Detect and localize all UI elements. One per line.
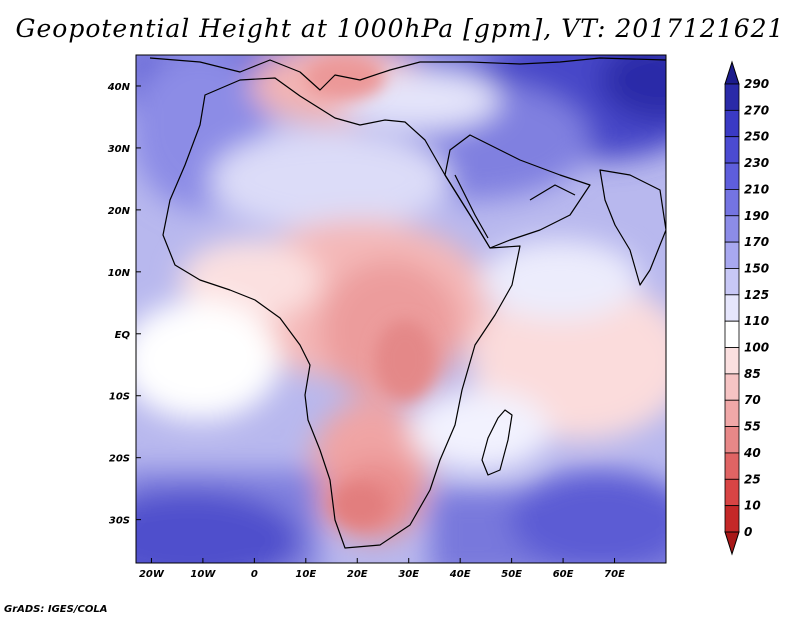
colorbar-label: 55 bbox=[744, 420, 761, 434]
lon-label: 0 bbox=[251, 569, 258, 580]
madagascar-outline bbox=[481, 409, 513, 476]
colorbar-label: 270 bbox=[744, 103, 769, 117]
colorbar-label: 10 bbox=[744, 499, 761, 513]
height-field bbox=[136, 55, 666, 563]
colorbar-swatch bbox=[724, 294, 740, 322]
lon-label: 70E bbox=[604, 569, 625, 580]
arabia-outline bbox=[444, 134, 591, 249]
colorbar-swatch bbox=[724, 347, 740, 375]
colorbar-label: 40 bbox=[743, 446, 761, 460]
lat-label: 30N bbox=[108, 144, 131, 155]
colorbar-label: 290 bbox=[744, 77, 769, 91]
lon-label: 20E bbox=[347, 569, 368, 580]
lat-label: 10N bbox=[108, 268, 131, 279]
colorbar-swatch bbox=[724, 109, 740, 138]
colorbar-label: 70 bbox=[744, 393, 761, 407]
chart-title: Geopotential Height at 1000hPa [gpm], VT… bbox=[15, 14, 785, 43]
colorbar-bottom-triangle bbox=[724, 531, 740, 556]
map-frame bbox=[135, 54, 667, 564]
coastlines bbox=[149, 57, 666, 549]
colorbar-label: 85 bbox=[744, 367, 761, 381]
colorbar-swatch bbox=[724, 268, 740, 296]
grads-credit: GrADS: IGES/COLA bbox=[4, 604, 108, 615]
lon-label: 60E bbox=[553, 569, 574, 580]
lat-label: 40N bbox=[107, 82, 131, 93]
colorbar-label: 0 bbox=[744, 525, 752, 539]
india-outline bbox=[599, 169, 666, 286]
colorbar-swatch bbox=[724, 162, 740, 190]
colorbar-swatch bbox=[724, 189, 740, 217]
colorbar-swatch bbox=[724, 320, 740, 348]
lat-label: 30S bbox=[109, 516, 130, 527]
colorbar-label: 170 bbox=[744, 235, 769, 249]
colorbar-label: 190 bbox=[744, 209, 769, 223]
colorbar-swatch bbox=[724, 215, 740, 243]
colorbar-label: 210 bbox=[744, 182, 769, 196]
colorbar: 2902702502302101901701501251101008570554… bbox=[724, 60, 769, 556]
colorbar-label: 125 bbox=[744, 288, 769, 302]
colorbar-label: 100 bbox=[744, 341, 769, 355]
latitude-labels: 40N 30N 20N 10N EQ 10S 20S 30S bbox=[107, 82, 141, 527]
colorbar-label: 110 bbox=[744, 314, 769, 328]
lat-label: 10S bbox=[109, 392, 130, 403]
colorbar-label: 25 bbox=[744, 472, 761, 486]
lon-label: 10E bbox=[295, 569, 316, 580]
colorbar-label: 230 bbox=[744, 156, 769, 170]
lon-label: 30E bbox=[398, 569, 419, 580]
colorbar-swatch bbox=[724, 505, 740, 533]
colorbar-swatch bbox=[724, 399, 740, 427]
lat-label: EQ bbox=[115, 330, 131, 341]
africa-outline bbox=[162, 77, 521, 549]
colorbar-swatch bbox=[724, 136, 740, 164]
colorbar-swatch bbox=[724, 373, 740, 401]
europe-outline bbox=[149, 57, 666, 91]
lon-label: 20W bbox=[139, 569, 165, 580]
colorbar-top-triangle bbox=[724, 60, 740, 85]
colorbar-swatch bbox=[724, 452, 740, 480]
lat-label: 20N bbox=[108, 206, 131, 217]
colorbar-swatch bbox=[724, 241, 740, 269]
longitude-labels: 20W 10W 0 10E 20E 30E 40E 50E 60E 70E bbox=[139, 558, 625, 580]
colorbar-swatch bbox=[724, 426, 740, 454]
colorbar-label: 250 bbox=[744, 130, 769, 144]
colorbar-swatch bbox=[724, 478, 740, 507]
lon-label: 40E bbox=[449, 569, 471, 580]
colorbar-swatch bbox=[724, 83, 740, 111]
lon-label: 50E bbox=[501, 569, 522, 580]
lat-label: 20S bbox=[109, 454, 130, 465]
lon-label: 10W bbox=[190, 569, 216, 580]
colorbar-label: 150 bbox=[744, 261, 769, 275]
